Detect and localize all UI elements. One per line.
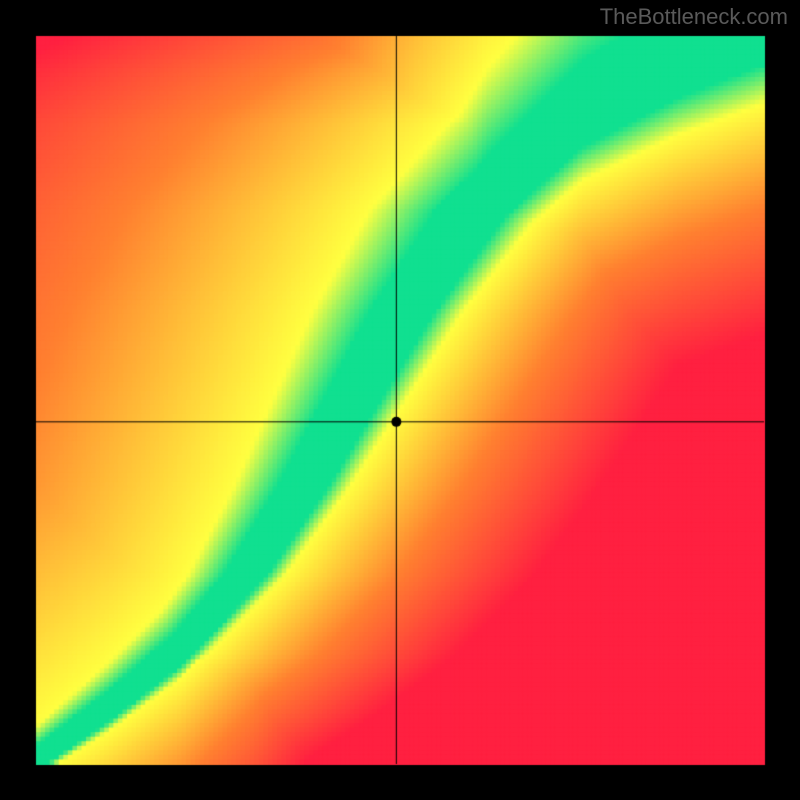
- chart-container: TheBottleneck.com: [0, 0, 800, 800]
- bottleneck-heatmap: [0, 0, 800, 800]
- watermark-text: TheBottleneck.com: [600, 4, 788, 30]
